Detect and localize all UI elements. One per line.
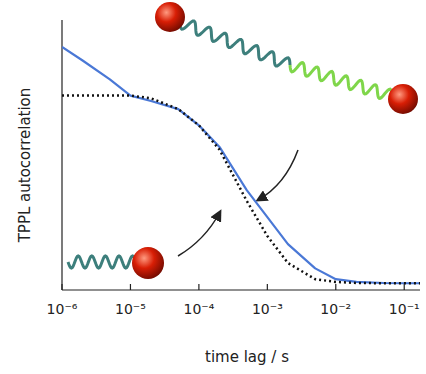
x-tick-label: 10⁻⁶ (47, 301, 78, 317)
x-tick-label: 10⁻³ (252, 301, 283, 317)
nanoparticle (132, 247, 164, 279)
x-tick (61, 284, 62, 290)
nanoparticle (388, 84, 418, 114)
chart: 10⁻⁶ 10⁻⁵ 10⁻⁴ 10⁻³ 10⁻² 10⁻¹ time lag / s TPPL… (0, 0, 426, 374)
x-tick-label: 10⁻¹ (389, 301, 420, 317)
plot-area (62, 47, 420, 283)
x-tick-label: 10⁻⁴ (183, 301, 214, 317)
spring (290, 63, 392, 99)
x-tick (404, 284, 405, 290)
x-axis (62, 289, 420, 290)
illustration (68, 2, 418, 279)
y-axis (61, 20, 62, 290)
x-tick-label: 10⁻² (320, 301, 351, 317)
x-tick-label: 10⁻⁵ (115, 301, 146, 317)
y-axis-label: TPPL autocorrelation (16, 88, 34, 244)
arrow (258, 150, 298, 200)
spring (180, 21, 290, 66)
nanoparticle (155, 2, 185, 32)
series-line (62, 96, 420, 284)
x-tick (198, 284, 199, 290)
arrow (178, 212, 220, 256)
spring (68, 256, 136, 268)
x-tick (267, 284, 268, 290)
x-axis-label: time lag / s (205, 348, 289, 366)
x-tick (335, 284, 336, 290)
series-line (62, 47, 420, 283)
x-tick (130, 284, 131, 290)
